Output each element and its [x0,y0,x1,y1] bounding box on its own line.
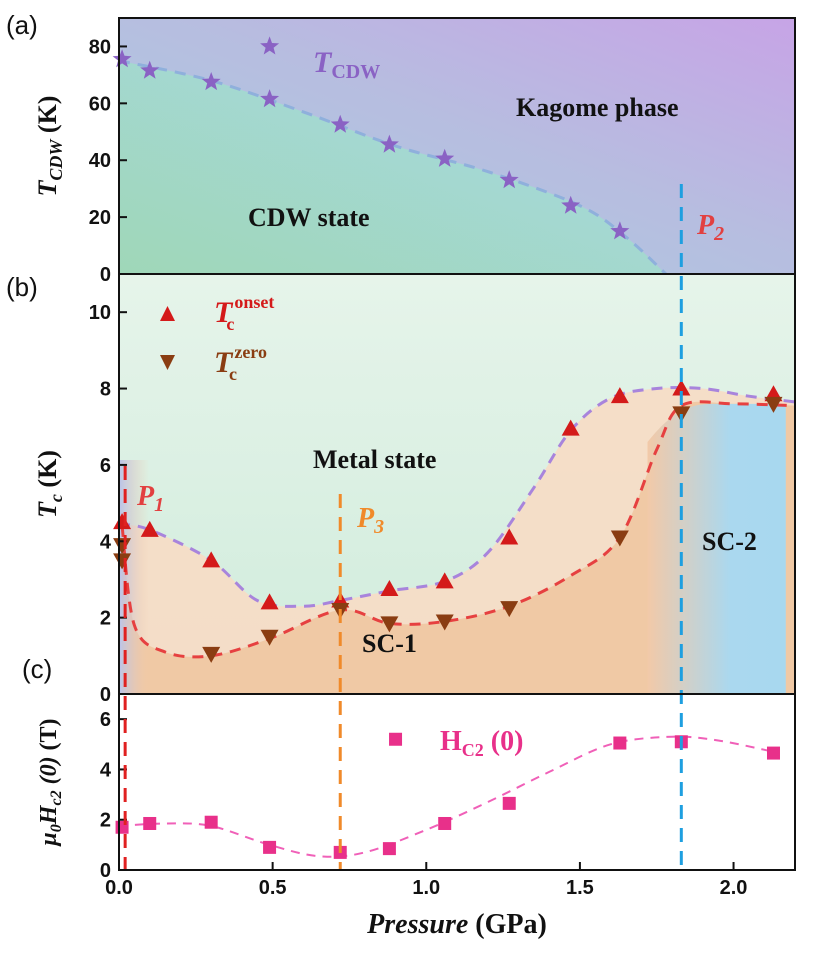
kagome-phase-label: Kagome phase [516,93,679,122]
figure-frame [118,17,796,871]
x-tick-label: 1.0 [412,877,440,899]
tcdw-point [499,170,519,189]
hc2-point [204,815,218,829]
y-tick-label: 0 [100,264,111,286]
hc2-point [502,796,516,810]
hc2-legend-marker [389,732,403,746]
tc-onset-point [380,580,399,596]
tcdw-point [330,114,350,133]
tcdw-point [140,60,160,79]
cdw-region [119,60,666,274]
y-tick-label: 4 [100,759,112,781]
tcdw-legend-marker [260,36,280,55]
tcdw-point [610,221,630,240]
tc-onset-point [140,520,159,537]
tc-zero-point [764,396,783,413]
y-tick-label: 4 [100,531,112,553]
sc1-label: SC-1 [362,629,417,658]
y-tick-label: 6 [100,455,111,477]
cdw-state-label: CDW state [248,203,370,232]
tc-onset-point [202,551,221,568]
tc-zero-point [260,629,279,646]
tc-onset-point [561,419,580,436]
y-tick-label: 0 [100,684,111,706]
tc-zero-point [202,646,221,663]
y-axis-label-a: TCDW (K) [33,96,66,197]
tc-onset-legend-marker [160,306,175,321]
hc2-point [382,842,396,856]
y-ticks-a: 0 20 40 60 80 [89,36,127,286]
panel-a: 0 20 40 60 80 (a) TCDW Kagome phase CDW stat… [6,10,795,286]
panel-label-b: (b) [6,272,38,302]
tc-zero-point [500,601,519,618]
tc-onset-point [610,387,629,404]
y-tick-label: 60 [89,93,111,115]
panel-label-c: (c) [22,654,52,684]
hc2-point [263,840,277,854]
tc-zero-point [113,553,132,570]
sc1-region [122,401,795,694]
hc2-legend-label: HC2 (0) [440,726,523,760]
p1-label: P1 [136,481,164,516]
tc-onset-point [435,572,454,589]
tc-zero-legend-marker [160,355,175,370]
y-tick-label: 2 [100,810,111,832]
tcdw-point [435,148,455,167]
panel-label-a: (a) [6,10,38,40]
tcdw-point [379,134,399,153]
tcdw-point [201,72,221,91]
hc2-point [766,746,780,760]
tcdw-point [260,89,280,108]
p2-label: P2 [696,210,724,245]
p3-label: P3 [356,503,384,538]
hc2-point [613,736,627,750]
x-axis-label: Pressure (GPa) [366,909,547,940]
x-tick-label: 0.0 [105,877,133,899]
tc-zero-point [380,616,399,633]
cdw-points [112,36,630,240]
hc2-fit-line [119,735,774,858]
tc-onset-point [260,593,279,610]
tcdw-legend-label: TCDW [313,46,380,83]
x-tick-label: 0.5 [259,877,287,899]
x-ticks: 0.0 0.5 1.0 1.5 2.0 [105,862,747,899]
panel-c: 0 2 4 6 0.0 0.5 1.0 1.5 2.0 (c) HC2 (0) μ0Hc2 (… [22,654,795,940]
y-axis-label-b: Tc (K) [33,450,66,518]
tc-onset-point [500,528,519,545]
y-tick-label: 0 [100,860,111,882]
metal-state-label: Metal state [313,445,436,474]
y-tick-label: 80 [89,36,111,58]
hc2-point [143,816,157,830]
x-tick-label: 1.5 [566,877,594,899]
y-axis-label-c: μ0Hc2 (0) (T) [36,718,65,847]
tc-zero-point [610,530,629,547]
y-tick-label: 20 [89,207,111,229]
tcdw-point [561,195,581,214]
y-tick-label: 10 [89,302,111,324]
x-tick-label: 2.0 [720,877,748,899]
y-tick-label: 6 [100,709,111,731]
tc-onset-point [672,379,691,396]
y-tick-label: 2 [100,608,111,630]
sc2-label: SC-2 [702,527,757,556]
y-tick-label: 40 [89,150,111,172]
tc-zero-point [435,614,454,631]
hc2-point [438,816,452,830]
y-tick-label: 8 [100,379,111,401]
panel-c-background [119,694,795,870]
tcdw-point [112,49,132,68]
